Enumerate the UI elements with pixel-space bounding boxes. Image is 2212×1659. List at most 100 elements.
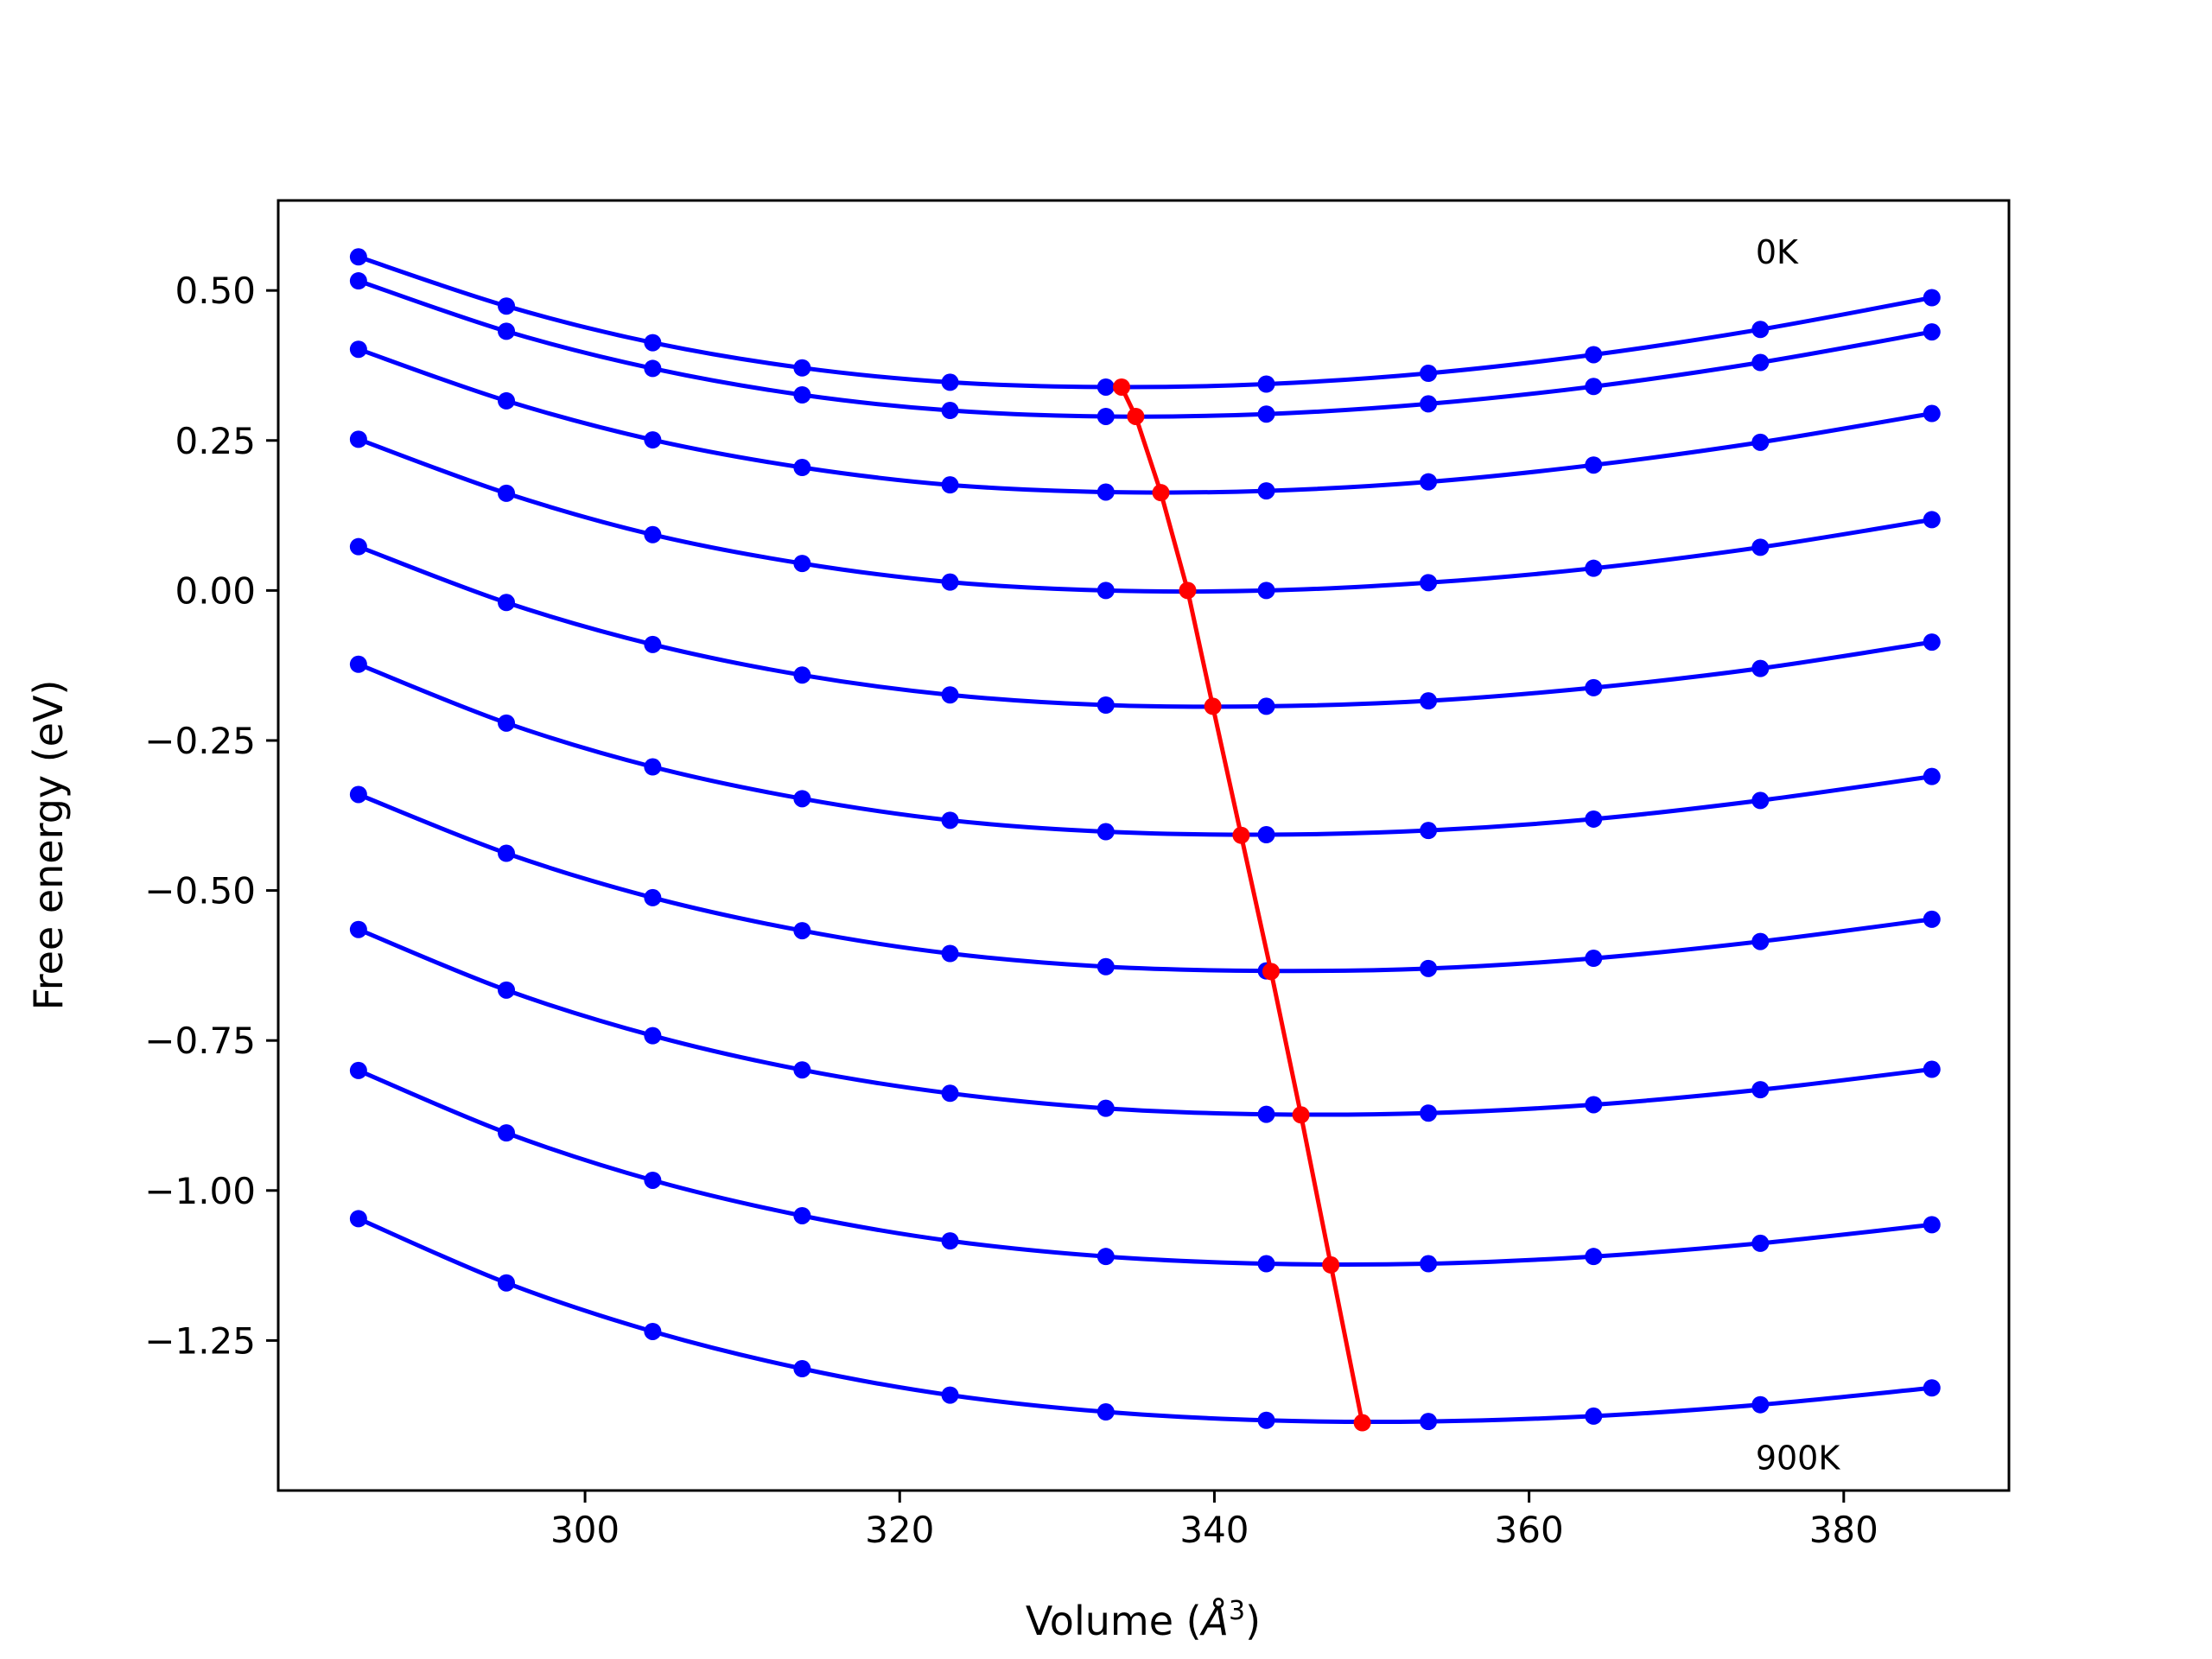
minimum-point [1232, 826, 1250, 844]
x-axis-label-exponent: 3 [1229, 1596, 1245, 1626]
data-point [1257, 482, 1275, 500]
data-point [941, 476, 959, 494]
data-point [1096, 696, 1115, 715]
data-point [1585, 810, 1603, 828]
x-tick-label: 380 [1809, 1509, 1878, 1551]
data-point [349, 1061, 367, 1079]
minimum-point [1152, 484, 1170, 502]
data-point [1420, 1104, 1438, 1122]
y-axis-ticks: 0.50 0.25 0.00 −0.25 −0.50 −0.75 −1.00 −1.25 [144, 270, 278, 1362]
series-7 [349, 920, 1941, 1123]
data-point [793, 1206, 811, 1224]
data-point [644, 334, 662, 352]
data-point [498, 714, 516, 732]
data-point [941, 373, 959, 391]
data-point [1096, 582, 1115, 600]
data-point [349, 920, 367, 938]
data-point [1923, 511, 1941, 529]
data-point [1096, 1403, 1115, 1421]
series-9 [349, 1210, 1941, 1431]
data-point [1751, 1081, 1770, 1099]
data-point [1751, 321, 1770, 339]
data-point [349, 655, 367, 673]
y-tick-label: 0.50 [175, 270, 256, 312]
data-point [1751, 659, 1770, 677]
data-point [1751, 433, 1770, 451]
data-point [1420, 364, 1438, 382]
data-point [1923, 323, 1941, 341]
data-point [1096, 957, 1115, 976]
data-point [349, 1210, 367, 1228]
data-point [1257, 375, 1275, 393]
data-point [1585, 950, 1603, 968]
x-tick-label: 360 [1495, 1509, 1564, 1551]
data-point [1585, 378, 1603, 396]
data-point [1420, 395, 1438, 413]
data-point [498, 391, 516, 410]
data-point [1257, 1105, 1275, 1123]
data-point [1751, 932, 1770, 950]
data-point [349, 272, 367, 290]
data-point [1585, 1096, 1603, 1114]
data-point [1585, 1407, 1603, 1425]
series-0 [349, 248, 1941, 396]
y-tick-label: −1.00 [144, 1170, 256, 1212]
data-point [1096, 1099, 1115, 1117]
data-point [1923, 1060, 1941, 1078]
data-point [498, 484, 516, 502]
data-point [793, 359, 811, 377]
data-point [793, 1360, 811, 1378]
data-point [941, 1084, 959, 1103]
data-point [1420, 1413, 1438, 1431]
data-point [1420, 473, 1438, 491]
data-point [498, 844, 516, 862]
data-point [1420, 692, 1438, 710]
data-point [644, 635, 662, 653]
data-point [644, 758, 662, 776]
x-tick-label: 300 [550, 1509, 620, 1551]
data-point [1420, 574, 1438, 592]
data-point [941, 944, 959, 963]
data-point [644, 1027, 662, 1045]
data-point [1923, 910, 1941, 928]
data-point [793, 922, 811, 940]
minimum-path-line [1119, 385, 1365, 1423]
data-point [1420, 959, 1438, 977]
data-point [1923, 404, 1941, 423]
data-point [1923, 1379, 1941, 1397]
data-point [349, 430, 367, 448]
data-point [1096, 1248, 1115, 1266]
y-tick-label: −0.25 [144, 720, 256, 762]
data-point [1923, 767, 1941, 785]
axes-frame [276, 199, 2011, 1492]
data-point [1257, 1255, 1275, 1273]
annotations: 0K 900K [1756, 233, 1841, 1478]
data-point [1751, 353, 1770, 372]
minimum-point [1179, 582, 1197, 600]
data-point [793, 385, 811, 404]
data-point [793, 666, 811, 684]
data-point [1585, 559, 1603, 577]
data-point [644, 888, 662, 906]
temperature-annotation: 0K [1756, 233, 1799, 271]
data-point [498, 594, 516, 612]
series-8 [349, 1061, 1941, 1273]
data-point [1257, 697, 1275, 715]
data-point [1585, 346, 1603, 364]
minimum-point [1292, 1106, 1310, 1124]
data-point [1420, 822, 1438, 840]
x-axis-label-symbol: Å [1199, 1598, 1229, 1644]
data-point [498, 1274, 516, 1292]
data-point [941, 402, 959, 420]
series-3 [349, 430, 1941, 600]
x-tick-label: 320 [865, 1509, 934, 1551]
y-tick-label: 0.00 [175, 569, 256, 612]
data-point [1096, 407, 1115, 425]
data-point [941, 686, 959, 704]
y-tick-label: −0.50 [144, 870, 256, 912]
data-point [1923, 1216, 1941, 1234]
data-point [1096, 378, 1115, 396]
data-point [1096, 823, 1115, 841]
minimum-point [1204, 697, 1222, 715]
